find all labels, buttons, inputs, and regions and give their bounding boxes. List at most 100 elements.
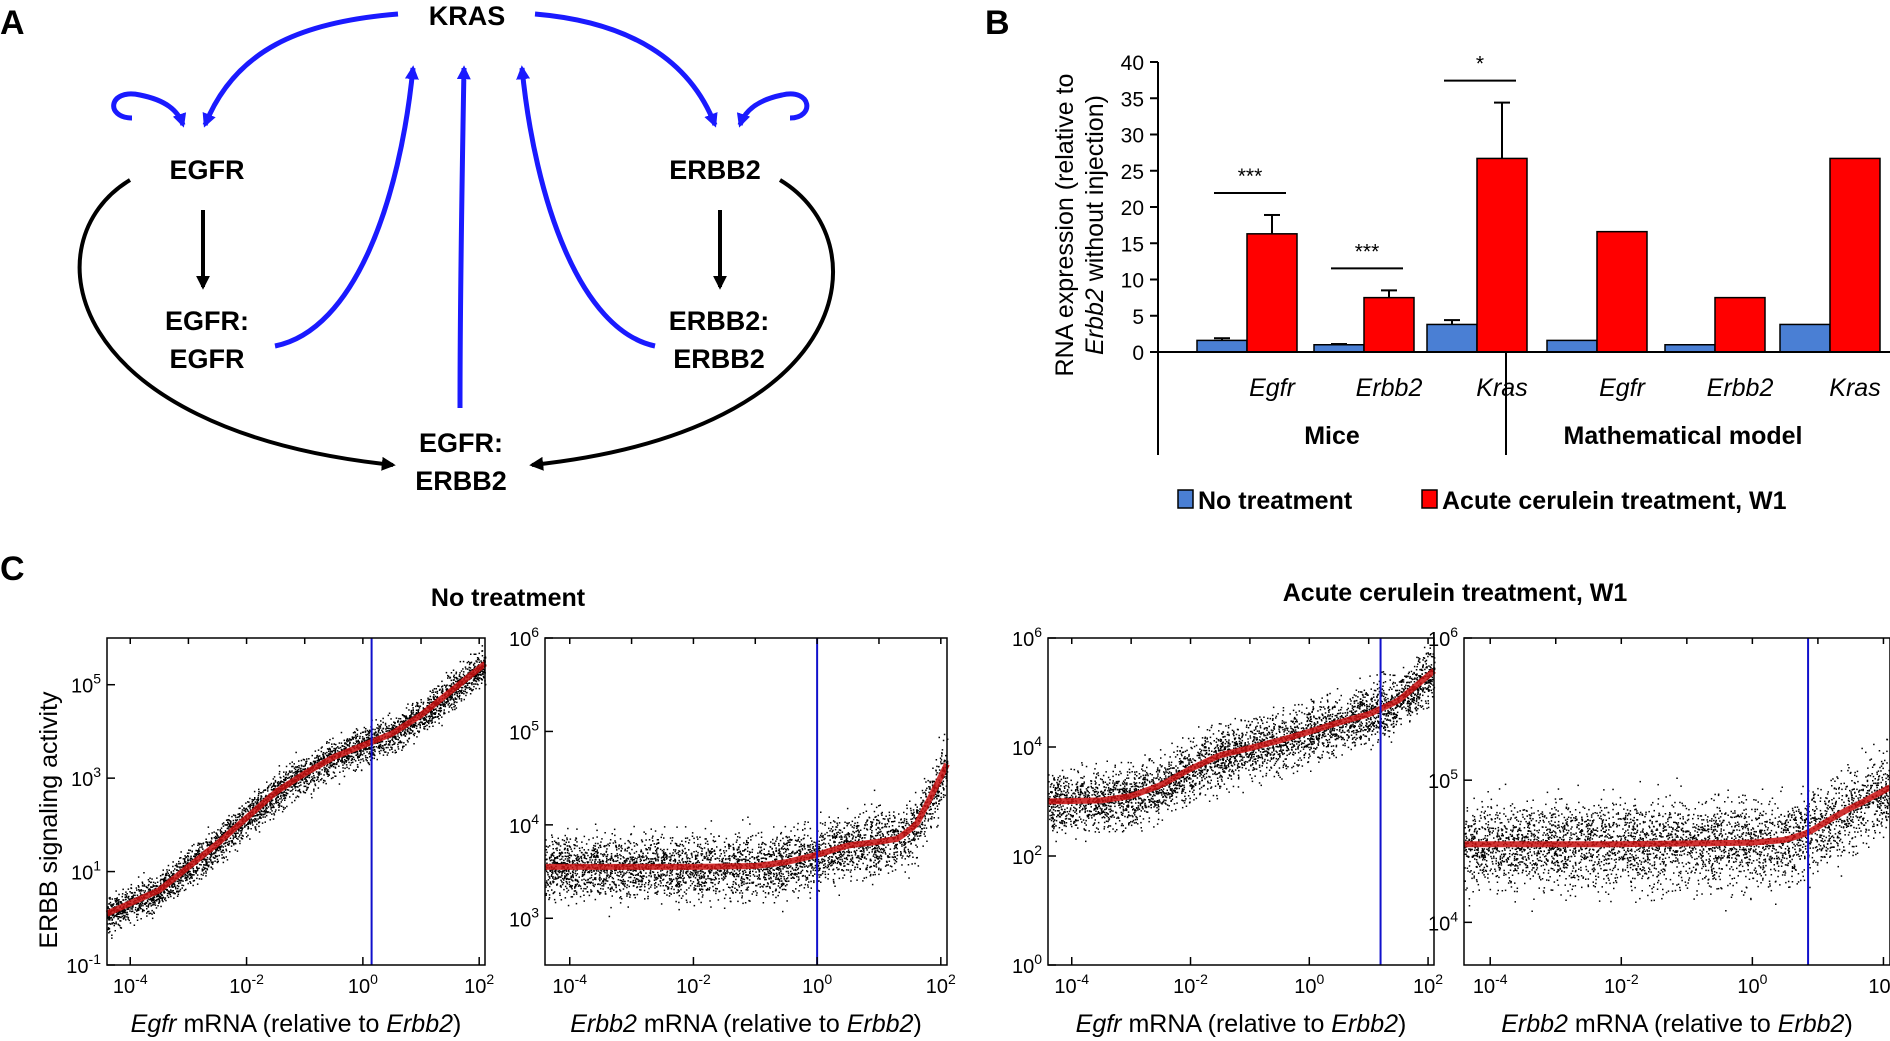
scatter-point (239, 814, 242, 817)
scatter-point (432, 717, 434, 720)
scatter-point (885, 826, 888, 828)
scatter-point (381, 747, 384, 750)
scatter-point (780, 883, 783, 885)
scatter-point (445, 686, 447, 688)
scatter-point (390, 746, 392, 748)
scatter-point (567, 827, 569, 830)
scatter-point (323, 767, 325, 769)
scatter-point (416, 704, 419, 706)
scatter-point (453, 683, 455, 685)
scatter-point (471, 689, 473, 692)
scatter-point (251, 822, 253, 824)
scatter-point (197, 844, 199, 846)
scatter-point (576, 845, 578, 847)
scatter-point (224, 830, 227, 832)
scatter-point (236, 850, 239, 852)
scatter-point (637, 872, 639, 875)
scatter-point (397, 721, 399, 723)
scatter-point (737, 858, 739, 860)
node-heterodimer-line1: EGFR: (419, 428, 503, 458)
scatter-point (238, 807, 240, 810)
scatter-point (396, 725, 398, 728)
tick-base: 10 (229, 976, 251, 998)
scatter-point (288, 771, 291, 773)
scatter-point (379, 741, 381, 744)
scatter-point (305, 761, 307, 763)
panel-label-c: C (0, 550, 25, 588)
scatter-point (739, 892, 741, 894)
scatter-point (473, 685, 475, 688)
scatter-point (438, 707, 441, 710)
scatter-point (110, 917, 113, 919)
scatter-point (940, 792, 943, 794)
scatter-point (351, 752, 353, 755)
scatter-point (118, 893, 120, 896)
scatter-point (289, 790, 292, 792)
scatter-point (266, 781, 268, 783)
scatter-point (329, 753, 332, 756)
scatter-point (157, 905, 159, 907)
scatter-point (184, 855, 186, 857)
scatter-point (437, 715, 439, 718)
scatter-point (316, 759, 318, 762)
scatter-point (183, 889, 186, 892)
scatter-point (397, 741, 400, 744)
scatter-point (632, 870, 634, 872)
scatter-point (594, 898, 597, 901)
scatter-point (315, 756, 318, 759)
scatter-point (176, 869, 178, 871)
scatter-point (286, 792, 289, 795)
scatter-point (194, 855, 196, 858)
scatter-point (116, 903, 118, 905)
scatter-point (877, 850, 880, 853)
scatter-point (311, 762, 313, 765)
scatter-point (570, 848, 572, 850)
scatter-point (181, 884, 183, 886)
scatter-point (831, 859, 833, 861)
scatter-point (109, 923, 112, 925)
scatter-point (364, 731, 367, 733)
scatter-point (256, 801, 259, 803)
scatter-point (187, 855, 190, 858)
scatter-point (827, 857, 830, 859)
scatter-point (872, 848, 875, 850)
scatter-point (434, 713, 436, 715)
scatter-point (168, 874, 171, 876)
scatter-point (291, 801, 293, 804)
scatter-point (474, 679, 476, 682)
scatter-point (375, 731, 377, 734)
scatter-point (182, 866, 184, 868)
scatter-point (333, 772, 336, 774)
scatter-point (624, 849, 626, 852)
scatter-point (186, 874, 188, 877)
scatter-point (214, 838, 217, 840)
scatter-point (267, 806, 270, 808)
scatter-point (354, 734, 357, 737)
scatter-point (576, 854, 579, 856)
scatter-point (614, 872, 616, 874)
scatter-point (426, 721, 429, 723)
scatter-point (299, 791, 302, 794)
scatter-point (285, 795, 287, 797)
scatter-point (350, 759, 353, 762)
scatter-point (462, 660, 465, 663)
scatter-point (353, 736, 355, 739)
scatter-point (190, 873, 192, 875)
scatter-point (356, 752, 359, 754)
scatter-point (722, 889, 725, 891)
scatter-point (662, 852, 664, 854)
scatter-point (115, 890, 117, 892)
bar-category-label: Egfr (1599, 374, 1647, 402)
scatter-point (234, 821, 237, 824)
scatter-point (545, 892, 548, 895)
scatter-point (311, 796, 313, 799)
scatter-point (797, 840, 799, 842)
scatter-point (329, 764, 332, 766)
scatter-point (615, 844, 617, 847)
scatter-point (182, 858, 185, 860)
scatter-point (294, 787, 296, 789)
scatter-point (305, 780, 307, 783)
scatter-point (478, 679, 480, 682)
